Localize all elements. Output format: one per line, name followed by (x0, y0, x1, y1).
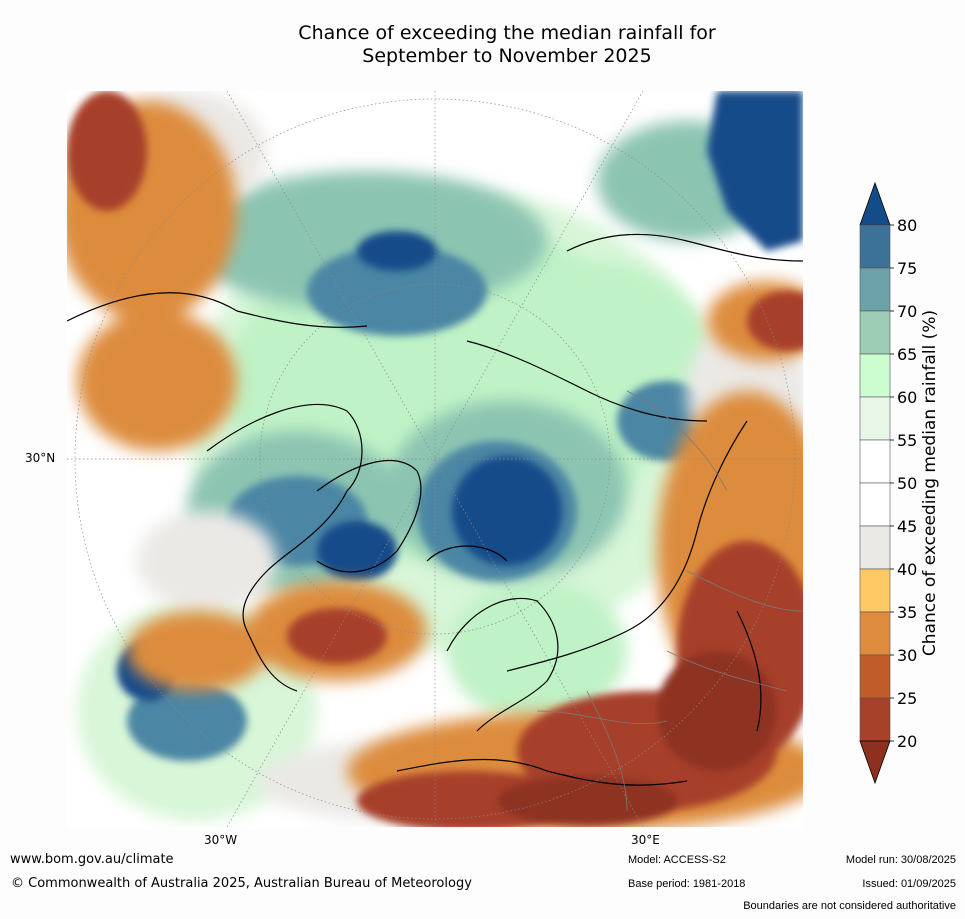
colorbar-segment (859, 396, 891, 441)
colorbar-tick-label: 20 (897, 732, 917, 751)
footer-model: Model: ACCESS-S2 (628, 854, 726, 866)
rainfall-probability-map (67, 91, 803, 827)
colorbar-tick-label: 25 (897, 689, 917, 708)
colorbar-tick-label: 50 (897, 474, 917, 493)
title-line-1: Chance of exceeding the median rainfall … (298, 22, 716, 44)
footer-base-period: Base period: 1981-2018 (628, 878, 746, 890)
colorbar-tick-label: 70 (897, 302, 917, 321)
colorbar-arrow-bottom (859, 740, 891, 785)
colorbar-tick-label: 75 (897, 259, 917, 278)
deep-blue-field (117, 91, 803, 701)
colorbar-tick-label: 55 (897, 431, 917, 450)
colorbar-body: 80 75 70 65 60 55 50 45 40 35 30 25 20 (859, 181, 917, 785)
map-title: Chance of exceeding the median rainfall … (0, 22, 965, 68)
title-line-2: September to November 2025 (362, 45, 652, 67)
coastlines (67, 233, 803, 786)
colorbar-segment (859, 568, 891, 613)
colorbar-segment (859, 439, 891, 484)
colorbar-segment (859, 697, 891, 742)
footer-url: www.bom.gov.au/climate (10, 852, 174, 867)
longitude-label-30w: 30°W (204, 833, 238, 847)
colorbar-tick-label: 30 (897, 646, 917, 665)
colorbar-arrow-top (859, 181, 891, 226)
footer-copyright: © Commonwealth of Australia 2025, Austra… (11, 876, 472, 891)
colorbar-tick-label: 60 (897, 388, 917, 407)
colorbar-tick-label: 80 (897, 216, 917, 235)
colorbar: 80 75 70 65 60 55 50 45 40 35 30 25 20 (859, 181, 917, 785)
map-canvas (67, 91, 803, 827)
colorbar-segment (859, 482, 891, 527)
colorbar-tick-label: 65 (897, 345, 917, 364)
colorbar-tick-label: 45 (897, 517, 917, 536)
footer-issued: Issued: 01/09/2025 (862, 878, 956, 890)
latitude-label-30n: 30°N (25, 451, 56, 465)
footer-disclaimer: Boundaries are not considered authoritat… (743, 900, 956, 912)
dark-rust-field (497, 651, 777, 826)
colorbar-segment (859, 611, 891, 656)
colorbar-segment (859, 310, 891, 355)
colorbar-tick-label: 35 (897, 603, 917, 622)
colorbar-segment (859, 654, 891, 699)
colorbar-tick-label: 40 (897, 560, 917, 579)
colorbar-segment (859, 224, 891, 269)
colorbar-segment (859, 525, 891, 570)
colorbar-segment (859, 353, 891, 398)
graticule (67, 91, 803, 827)
footer-model-run: Model run: 30/08/2025 (845, 854, 956, 866)
longitude-label-30e: 30°E (631, 833, 660, 847)
country-borders (536, 390, 803, 812)
colorbar-label: Chance of exceeding median rainfall (%) (920, 309, 940, 657)
colorbar-segment (859, 267, 891, 312)
